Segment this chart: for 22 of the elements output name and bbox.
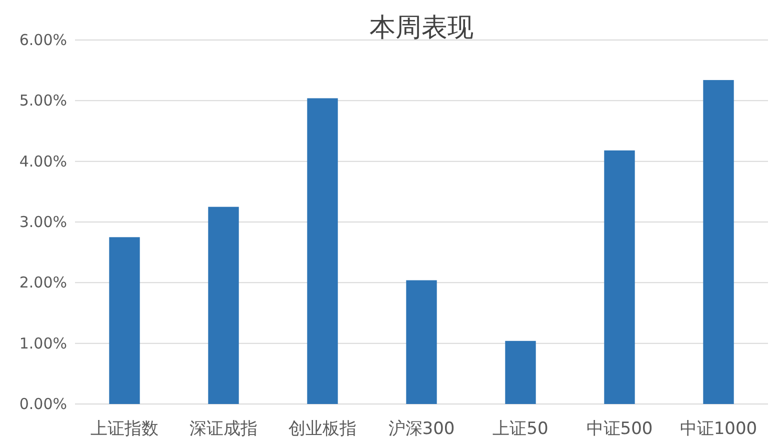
bar bbox=[505, 340, 536, 404]
x-tick-label: 创业板指 bbox=[288, 419, 356, 439]
y-tick-label: 1.00% bbox=[19, 334, 67, 352]
bar bbox=[208, 206, 239, 404]
y-tick-label: 2.00% bbox=[19, 274, 67, 292]
bar bbox=[703, 80, 734, 404]
bar bbox=[109, 237, 140, 404]
bar bbox=[604, 150, 635, 404]
chart-title: 本周表现 bbox=[370, 13, 474, 43]
x-tick-label: 中证1000 bbox=[680, 419, 758, 439]
y-tick-label: 3.00% bbox=[19, 213, 67, 231]
x-tick-label: 中证500 bbox=[586, 419, 653, 439]
y-tick-label: 5.00% bbox=[19, 92, 67, 110]
x-tick-label: 上证50 bbox=[492, 419, 548, 439]
x-tick-label: 上证指数 bbox=[90, 419, 158, 439]
bar bbox=[406, 280, 437, 404]
y-tick-label: 0.00% bbox=[19, 395, 67, 413]
x-tick-label: 深证成指 bbox=[190, 419, 258, 439]
bar bbox=[307, 98, 338, 404]
y-tick-label: 6.00% bbox=[19, 31, 67, 49]
y-tick-label: 4.00% bbox=[19, 152, 67, 170]
x-tick-label: 沪深300 bbox=[388, 419, 455, 439]
